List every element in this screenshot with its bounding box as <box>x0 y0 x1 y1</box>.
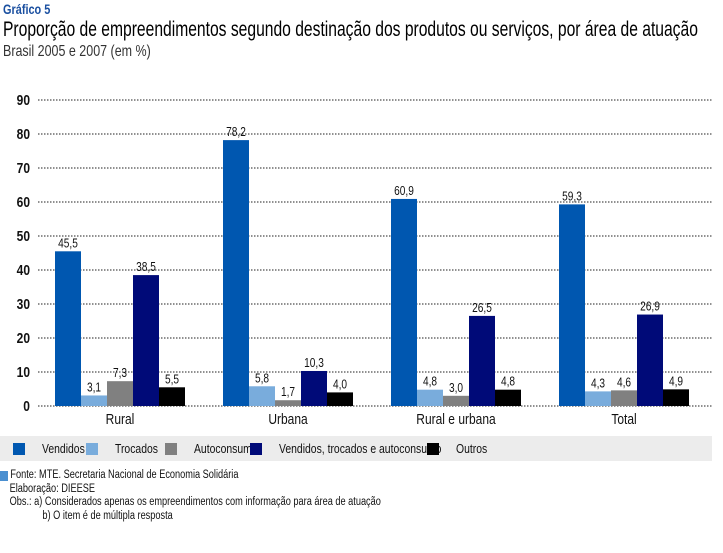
obs-note-b: b) O item é de múltipla resposta <box>42 509 173 522</box>
data-label: 5,5 <box>165 372 179 386</box>
y-tick-label: 50 <box>17 228 30 245</box>
data-label: 4,0 <box>333 377 348 391</box>
data-label: 10,3 <box>304 356 324 370</box>
bar <box>585 391 611 406</box>
legend-item: Autoconsumo <box>165 436 274 461</box>
data-label: 3,0 <box>449 381 464 395</box>
legend: Vendidos Trocados Autoconsumo Vendidos, tro… <box>0 436 712 461</box>
data-label: 60,9 <box>394 184 414 198</box>
data-label: 26,9 <box>640 299 660 313</box>
bar <box>559 204 585 406</box>
y-tick-label: 60 <box>17 194 30 211</box>
data-label: 4,8 <box>501 375 515 389</box>
y-tick-label: 30 <box>17 296 30 313</box>
obs-a-text: a) Considerados apenas os empreendimento… <box>34 496 381 508</box>
x-tick-label: Rural <box>106 411 135 428</box>
data-label: 26,5 <box>472 301 492 315</box>
data-label: 7,3 <box>113 366 127 380</box>
bar <box>55 251 81 406</box>
legend-item: Trocados <box>86 436 169 461</box>
bar <box>495 389 521 406</box>
legend-label: Vendidos <box>42 441 85 456</box>
data-label: 5,8 <box>255 371 269 385</box>
legend-item: Vendidos <box>13 436 96 461</box>
x-tick-label: Rural e urbana <box>416 411 496 428</box>
bar <box>417 389 443 406</box>
bar-chart: 0 10 20 30 40 50 60 70 80 90 45,5 3,1 7,3 38,5 5,5 78,… <box>17 92 712 428</box>
y-tick-label: 80 <box>17 126 30 143</box>
legend-label: Trocados <box>115 441 158 456</box>
data-label: 78,2 <box>226 125 246 139</box>
legend-swatch <box>250 442 262 455</box>
source-note: Fonte: MTE. Secretaria Nacional de Econo… <box>0 469 381 483</box>
legend-item: Outros <box>427 436 495 461</box>
bar <box>469 315 495 406</box>
y-axis-ticks: 0 10 20 30 40 50 60 70 80 90 <box>17 92 30 415</box>
legend-item: Vendidos, trocados e autoconsumo <box>250 436 482 461</box>
y-tick-label: 40 <box>17 262 30 279</box>
legend-label: Outros <box>456 441 488 456</box>
bar <box>107 381 133 406</box>
bar <box>663 389 689 406</box>
bar <box>611 390 637 406</box>
bar <box>391 198 417 406</box>
bar <box>637 314 663 406</box>
bar <box>301 370 327 406</box>
y-tick-label: 20 <box>17 330 30 347</box>
data-label: 38,5 <box>136 260 156 274</box>
data-labels: 45,5 3,1 7,3 38,5 5,5 78,2 5,8 1,7 10,3 4,0 60,9 4,… <box>58 125 683 400</box>
chart-number-label: Gráfico 5 <box>3 1 51 17</box>
obs-label: Obs.: <box>9 496 32 508</box>
bar <box>443 395 469 406</box>
source-text: Fonte: MTE. Secretaria Nacional de Econo… <box>10 469 239 481</box>
data-label: 1,7 <box>281 385 295 399</box>
data-label: 4,9 <box>669 374 683 388</box>
x-axis-ticks: Rural Urbana Rural e urbana Total <box>106 411 637 428</box>
bar <box>133 275 159 406</box>
y-tick-label: 10 <box>17 364 30 381</box>
y-tick-label: 70 <box>17 160 30 177</box>
obs-note-a: Obs.: a) Considerados apenas os empreend… <box>0 496 381 510</box>
y-tick-label: 0 <box>23 398 30 415</box>
bar <box>327 392 353 406</box>
data-label: 4,3 <box>591 376 605 390</box>
data-label: 59,3 <box>562 189 582 203</box>
legend-label: Vendidos, trocados e autoconsumo <box>279 441 442 456</box>
bar <box>81 395 107 406</box>
chart-title: Proporção de empreendimentos segundo des… <box>3 18 698 41</box>
chart-notes: Fonte: MTE. Secretaria Nacional de Econo… <box>0 469 476 523</box>
data-label: 3,1 <box>87 380 101 394</box>
bar <box>275 400 301 406</box>
bar <box>249 386 275 406</box>
legend-swatch <box>427 442 439 455</box>
legend-swatch <box>13 442 25 455</box>
chart-subtitle: Brasil 2005 e 2007 (em %) <box>3 43 151 60</box>
x-tick-label: Urbana <box>268 411 308 428</box>
y-tick-label: 90 <box>17 92 30 109</box>
legend-swatch <box>86 442 98 455</box>
bars <box>55 140 689 406</box>
elaboration-note: Elaboração: DIEESE <box>9 482 96 495</box>
legend-swatch <box>165 442 177 455</box>
bar <box>159 387 185 406</box>
legend-label: Autoconsumo <box>194 441 258 456</box>
bar <box>223 140 249 406</box>
x-tick-label: Total <box>611 411 636 428</box>
source-marker-icon <box>0 470 8 481</box>
data-label: 4,8 <box>423 375 437 389</box>
data-label: 45,5 <box>58 236 78 250</box>
data-label: 4,6 <box>617 375 631 389</box>
